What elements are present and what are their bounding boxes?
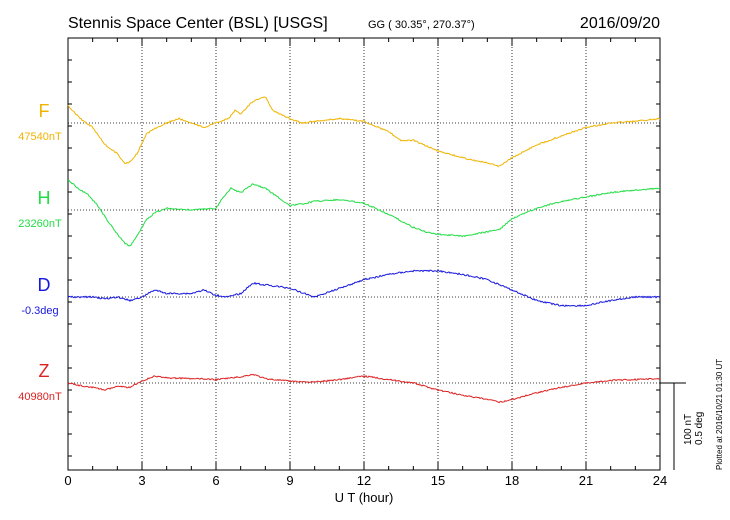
series-labels: F 47540nT H 23260nT D -0.3deg Z 40980nT bbox=[18, 101, 62, 403]
scale-bar-nt-label: 100 nT bbox=[683, 414, 694, 445]
x-tick-label: 9 bbox=[286, 473, 293, 488]
x-tick-label: 6 bbox=[212, 473, 219, 488]
x-axis-ticks: 0 3 6 9 12 15 18 21 24 bbox=[64, 473, 667, 488]
x-tick-label: 12 bbox=[357, 473, 371, 488]
series-name-f: F bbox=[39, 101, 50, 121]
series-name-h: H bbox=[38, 188, 51, 208]
x-tick-label: 21 bbox=[579, 473, 593, 488]
x-axis-label: U T (hour) bbox=[335, 490, 394, 505]
x-tick-label: 18 bbox=[505, 473, 519, 488]
x-tick-label: 15 bbox=[431, 473, 445, 488]
x-tick-label: 0 bbox=[64, 473, 71, 488]
scale-bar-deg-label: 0.5 deg bbox=[694, 412, 705, 445]
scale-bar: 100 nT 0.5 deg bbox=[660, 382, 705, 470]
plotted-at-label: Plotted at 2016/10/21 01:30 UT bbox=[715, 359, 724, 470]
series-line-h bbox=[67, 179, 661, 247]
x-tick-label: 24 bbox=[653, 473, 667, 488]
series-baseline-label-f: 47540nT bbox=[18, 131, 62, 143]
series-baseline-label-h: 23260nT bbox=[18, 218, 62, 230]
series-line-z bbox=[67, 373, 661, 404]
date-label: 2016/09/20 bbox=[580, 15, 660, 32]
x-tick-label: 3 bbox=[138, 473, 145, 488]
series-line-d bbox=[67, 269, 661, 308]
series-layer bbox=[67, 96, 661, 404]
series-baseline-label-d: -0.3deg bbox=[21, 305, 58, 317]
grid bbox=[67, 38, 661, 470]
series-name-d: D bbox=[38, 275, 51, 295]
station-title: Stennis Space Center (BSL) [USGS] bbox=[68, 15, 328, 32]
coordinates-label: GG ( 30.35°, 270.37°) bbox=[368, 19, 475, 31]
series-name-z: Z bbox=[39, 361, 50, 381]
series-line-f bbox=[67, 96, 661, 168]
series-baseline-label-z: 40980nT bbox=[18, 391, 62, 403]
